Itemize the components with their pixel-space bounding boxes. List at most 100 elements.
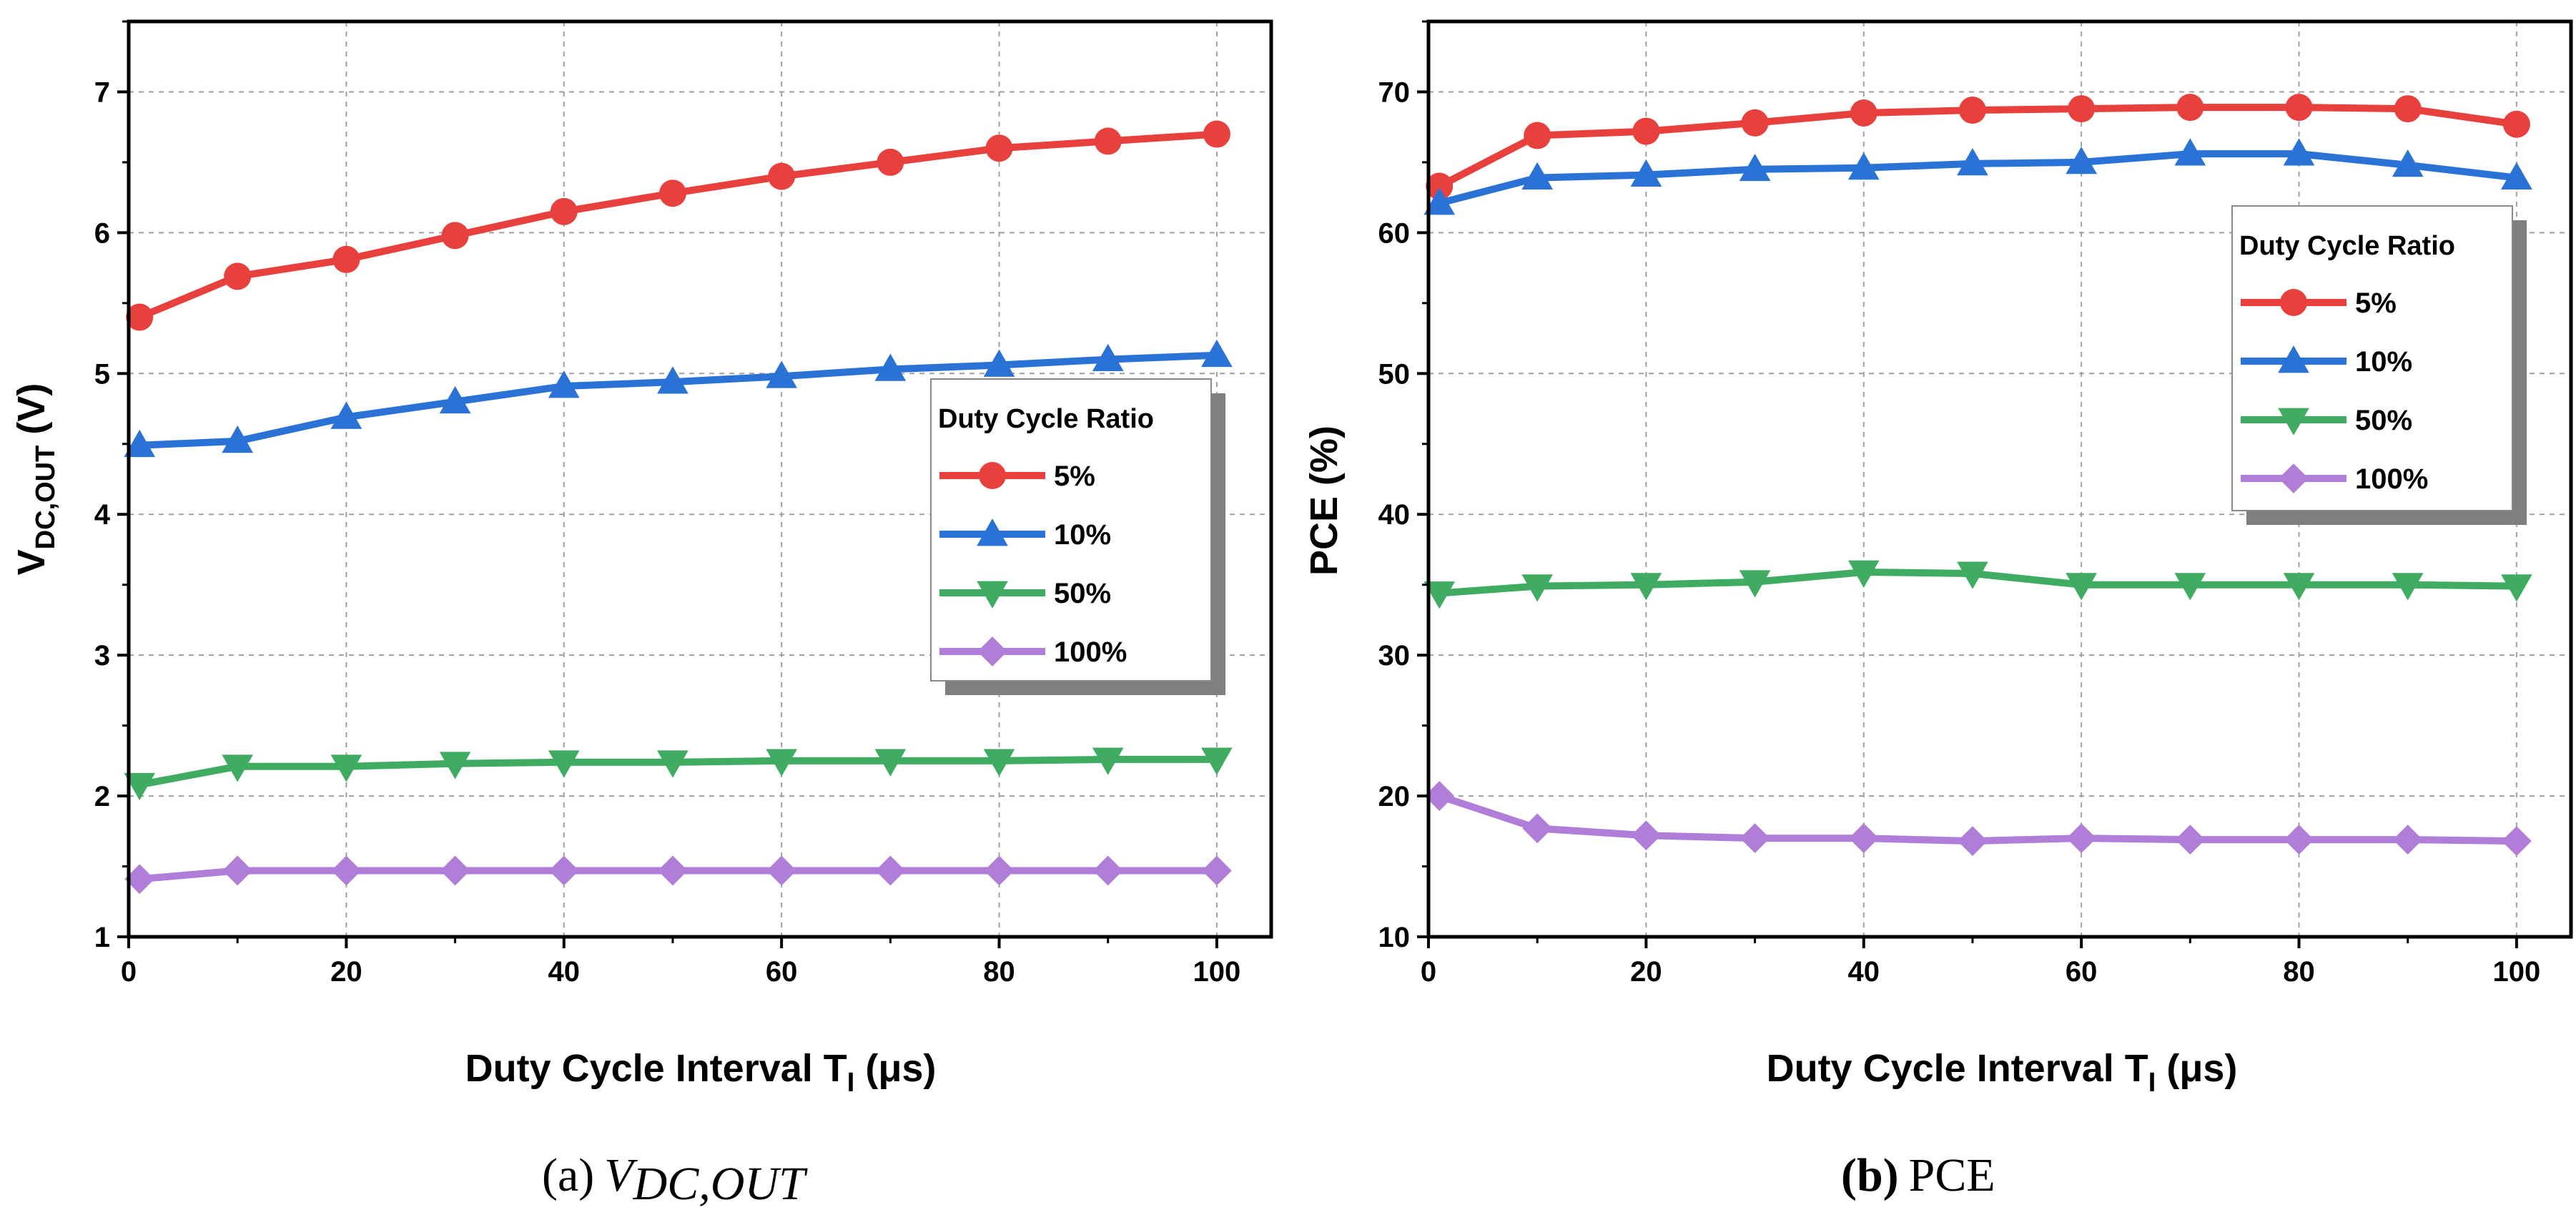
panel-a-ticks: 0 20 40 60 80 100 1 2 3 4 5 6 7 <box>94 20 1241 988</box>
panel-b-legend: Duty Cycle Ratio 5% 10% 50% 100% <box>2231 205 2527 525</box>
b-series-2-point <box>1423 581 1456 609</box>
b-series-1-point <box>1630 159 1662 187</box>
b-series-0-point <box>2502 110 2530 138</box>
a-x-tick-label: 0 <box>121 956 137 988</box>
b-series-1-point <box>1847 152 1880 180</box>
a-series-2-point <box>1201 747 1233 775</box>
b-series-2-point <box>1957 561 1988 589</box>
b-series-0-point <box>1741 109 1769 137</box>
b-series-0-point <box>1850 99 1877 127</box>
b-y-tick-label: 30 <box>1378 640 1411 672</box>
b-series-2-point <box>2174 573 2206 601</box>
panel-b-legend-title: Duty Cycle Ratio <box>2239 231 2455 261</box>
a-series-2-point <box>657 750 689 778</box>
a-series-3-point <box>658 855 688 886</box>
panel-a-axes-frame <box>127 19 1273 939</box>
a-y-tick-label: 2 <box>94 781 110 812</box>
panel-b-chart: 0 20 40 60 80 100 10 20 30 40 50 60 70 Duty Cycle In… <box>1303 19 2573 1201</box>
b-series-0-point <box>2176 94 2204 122</box>
a-series-3-point <box>548 855 579 886</box>
a-x-tick-label: 60 <box>766 956 798 988</box>
a-series-0-point <box>441 222 469 250</box>
b-legend-label-0: 5% <box>2355 287 2397 319</box>
a-series-0-point <box>550 197 578 225</box>
a-series-3-point <box>875 855 906 886</box>
b-series-0-point <box>2394 95 2422 123</box>
b-series-3-point <box>2502 826 2532 856</box>
a-series-2-point <box>222 754 254 782</box>
a-legend-marker-3 <box>977 636 1007 666</box>
a-series-2-point <box>766 749 797 777</box>
b-series-3-point <box>2392 825 2423 855</box>
b-legend-marker-3 <box>2279 463 2309 493</box>
b-series-0-point <box>1958 97 1986 124</box>
a-series-3-point <box>124 864 155 895</box>
a-series-3-point <box>331 855 362 886</box>
a-series-1-point <box>330 401 362 429</box>
b-x-tick-label: 40 <box>1848 956 1880 988</box>
b-series-3-point <box>2284 825 2314 855</box>
panel-b-caption-tag: (b) <box>1841 1149 1899 1201</box>
b-x-tick-label: 60 <box>2066 956 2098 988</box>
a-series-2-point <box>330 754 362 782</box>
a-series-1-point <box>222 425 254 453</box>
b-legend-label-3: 100% <box>2355 463 2428 495</box>
a-y-tick-label: 1 <box>94 922 110 953</box>
a-y-tick-label: 3 <box>94 640 110 672</box>
panel-a-legend-title: Duty Cycle Ratio <box>938 404 1154 434</box>
panel-b-ticks: 0 20 40 60 80 100 10 20 30 40 50 60 70 <box>1378 20 2540 988</box>
panel-a-chart: 0 20 40 60 80 100 1 2 3 4 5 6 7 Duty Cycle Interval … <box>10 19 1273 1210</box>
b-y-tick-label: 70 <box>1378 77 1411 108</box>
b-legend-label-2: 50% <box>2355 405 2412 436</box>
panel-a-y-axis-title: VDC,OUT (V) <box>10 383 61 576</box>
a-series-0-point <box>768 162 796 190</box>
b-y-tick-label: 60 <box>1378 217 1411 249</box>
panel-b-caption: (b) PCE <box>1841 1149 1995 1201</box>
b-series-1-point <box>2174 138 2206 166</box>
a-series-2-point <box>548 750 580 778</box>
a-legend-label-3: 100% <box>1054 636 1127 668</box>
a-series-0-point <box>1203 120 1230 148</box>
a-series-0-point <box>126 303 154 331</box>
a-x-tick-label: 80 <box>983 956 1015 988</box>
a-series-0-point <box>985 134 1013 162</box>
b-series-0-point <box>2068 95 2096 123</box>
a-legend-label-0: 5% <box>1054 461 1095 492</box>
b-series-1-point <box>1957 148 1988 176</box>
a-y-tick-label: 7 <box>94 77 110 108</box>
a-series-1-point <box>766 360 797 388</box>
a-series-2-point <box>439 752 471 779</box>
a-series-3-point <box>1092 855 1123 886</box>
b-y-tick-label: 20 <box>1378 781 1411 812</box>
a-series-0-point <box>877 148 904 176</box>
b-series-1-point <box>2501 162 2532 190</box>
b-series-3-point <box>1739 823 1770 854</box>
b-x-tick-label: 80 <box>2283 956 2315 988</box>
b-series-2-point <box>2392 573 2424 601</box>
a-series-3-point <box>1202 855 1232 886</box>
a-series-1-point <box>548 370 580 398</box>
a-series-3-point <box>766 855 797 886</box>
b-series-1-point <box>2066 147 2097 174</box>
a-series-2-point <box>124 772 156 801</box>
b-legend-label-1: 10% <box>2355 346 2412 378</box>
panel-b-legend-entries: 5% 10% 50% 100% <box>2241 287 2428 495</box>
a-series-0-point <box>224 262 252 290</box>
a-series-line-0 <box>138 130 1218 321</box>
a-y-tick-label: 5 <box>94 358 110 390</box>
b-series-2-point <box>1847 560 1880 588</box>
a-x-tick-label: 100 <box>1193 956 1241 988</box>
a-series-1-point <box>874 353 907 381</box>
a-series-0-point <box>1094 127 1122 155</box>
a-series-1-point <box>657 366 689 394</box>
panel-a-caption-tag: (a) <box>542 1149 594 1201</box>
b-series-0-point <box>2285 94 2313 122</box>
b-series-3-point <box>2066 823 2097 854</box>
a-legend-marker-1 <box>977 518 1008 546</box>
panel-b-plot-area <box>1423 94 2532 856</box>
b-series-3-point <box>1631 820 1662 851</box>
b-series-3-point <box>1848 823 1879 854</box>
a-x-tick-label: 40 <box>548 956 581 988</box>
b-series-0-point <box>1632 117 1660 145</box>
a-series-2-point <box>1092 747 1124 775</box>
